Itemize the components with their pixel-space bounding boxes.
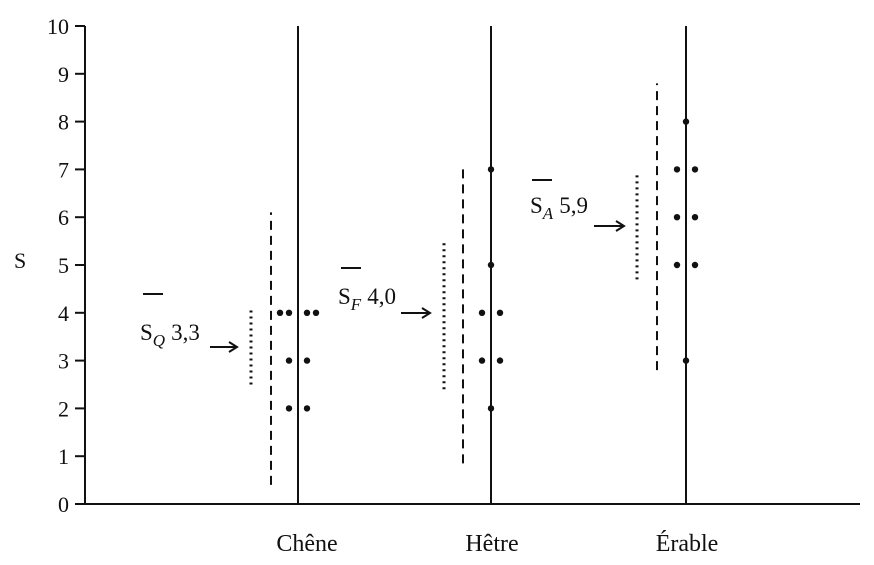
mean-arrow-head — [228, 341, 239, 353]
y-axis-label: S — [14, 248, 26, 273]
category-label: Chêne — [276, 531, 337, 557]
data-point — [303, 405, 311, 412]
y-tick-label: 8 — [58, 110, 69, 135]
data-point — [691, 166, 699, 173]
data-point — [682, 357, 690, 364]
y-tick-label: 0 — [58, 492, 69, 517]
mean-label: SF 4,0 — [338, 284, 396, 314]
data-point — [478, 357, 486, 364]
data-point — [285, 405, 293, 412]
data-point — [673, 214, 681, 221]
data-point — [682, 118, 690, 125]
data-point — [312, 309, 320, 316]
y-tick-label: 5 — [58, 253, 69, 278]
data-point — [478, 309, 486, 316]
data-point — [673, 166, 681, 173]
group-1: Chêne SQ 3,3 — [140, 26, 338, 557]
data-point — [487, 405, 495, 412]
group-3: Érable SA 5,9 — [530, 26, 718, 557]
mean-label: SQ 3,3 — [140, 320, 200, 350]
data-point — [285, 309, 293, 316]
data-point — [303, 309, 311, 316]
y-tick-label: 7 — [58, 157, 69, 182]
data-groups: Chêne SQ 3,3 Hêtre SF 4,0 Érable SA 5,9 — [140, 26, 718, 557]
category-label: Hêtre — [465, 531, 518, 557]
y-tick-label: 10 — [47, 14, 69, 39]
data-point — [285, 357, 293, 364]
data-point — [487, 261, 495, 269]
data-point — [691, 214, 699, 221]
data-point — [487, 166, 495, 173]
data-point — [496, 357, 504, 364]
y-ticks: 0 1 2 3 4 5 6 7 8 9 10 — [47, 14, 85, 517]
mean-arrow-head — [421, 307, 432, 319]
data-point — [276, 309, 284, 316]
y-tick-label: 3 — [58, 349, 69, 374]
data-point — [673, 261, 681, 269]
data-point — [496, 309, 504, 316]
mean-arrow-head — [615, 220, 626, 232]
category-label: Érable — [656, 531, 719, 557]
y-tick-label: 4 — [58, 301, 69, 326]
y-tick-label: 2 — [58, 396, 69, 421]
data-point — [303, 357, 311, 364]
data-point — [691, 261, 699, 269]
y-tick-label: 6 — [58, 205, 69, 230]
group-2: Hêtre SF 4,0 — [338, 26, 519, 557]
y-tick-label: 1 — [58, 444, 69, 469]
y-tick-label: 9 — [58, 62, 69, 87]
mean-label: SA 5,9 — [530, 193, 588, 223]
